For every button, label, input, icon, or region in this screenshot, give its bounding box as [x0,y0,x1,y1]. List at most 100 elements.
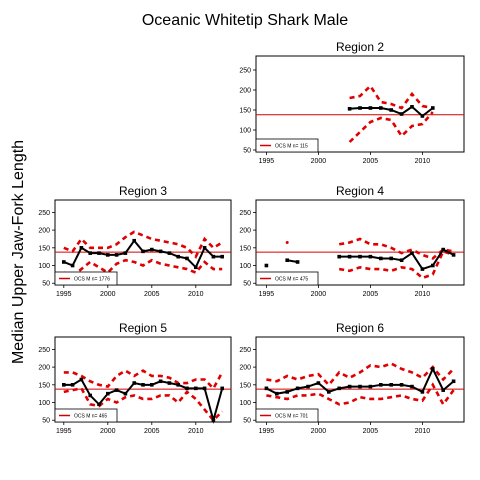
median-point [389,383,393,387]
x-tick-label: 2000 [100,428,116,435]
median-point [202,246,207,250]
median-point [185,386,189,391]
x-tick-label: 2000 [311,158,327,165]
median-point [88,393,92,398]
median-point [141,249,145,254]
x-tick-label: 2005 [144,428,160,435]
median-point [79,377,84,382]
median-point [379,106,383,110]
x-tick-label: 2005 [363,291,379,298]
legend-label: OCS M n= 1776 [74,277,110,283]
x-tick-label: 2010 [188,291,204,298]
ci-upper-line [63,230,223,259]
x-tick-label: 2005 [363,158,379,165]
median-point [327,390,331,394]
median-point [158,249,163,254]
median-point [420,267,425,271]
median-point [150,383,154,387]
legend-box [54,408,118,423]
x-tick-label: 1995 [56,291,72,298]
median-point [220,386,224,391]
median-point [399,258,404,263]
ci-lower-line [266,382,455,407]
median-point [220,254,224,259]
y-tick-label: 200 [38,228,50,235]
x-tick-label: 2010 [188,428,204,435]
median-point [285,390,289,394]
y-tick-label: 50 [42,281,50,288]
y-tick-label: 250 [239,347,251,354]
median-point [358,254,362,259]
median-point [70,263,75,268]
median-point [202,386,207,391]
figure-ylabel: Median Upper Jaw-Fork Length [10,140,27,364]
median-point [295,386,300,391]
median-point [451,253,456,257]
median-point [285,258,289,263]
panel-title: Region 5 [119,321,167,335]
median-point [389,108,393,112]
median-point [114,253,119,257]
legend-box [255,271,319,286]
y-tick-label: 100 [239,128,251,135]
median-point [97,402,101,407]
median-point [106,391,110,396]
median-point [264,386,269,391]
y-tick-label: 250 [38,210,50,217]
legend-box [255,408,319,423]
x-tick-label: 2000 [100,291,116,298]
x-tick-label: 2010 [415,291,431,298]
median-point [368,384,373,389]
median-point [379,383,383,387]
y-tick-label: 200 [239,228,251,235]
y-tick-label: 250 [239,68,251,75]
x-tick-label: 2000 [311,291,327,298]
median-point [379,256,383,261]
plot-frame [255,336,465,423]
median-point [431,367,435,371]
x-tick-label: 2000 [311,428,327,435]
y-tick-label: 100 [239,263,251,270]
median-point [337,386,341,391]
x-tick-label: 1995 [259,291,275,298]
legend-box [255,138,319,153]
y-tick-label: 250 [38,347,50,354]
y-tick-label: 50 [243,148,251,155]
ci-lower-line [63,386,224,423]
panel-2: Region 3 1995 2000 2005 2010 50 100 150 200 250 OC… [38,184,232,298]
median-point [123,251,128,255]
median-point [410,251,414,255]
panel-title: Region 2 [336,40,384,54]
y-tick-label: 200 [38,365,50,372]
plot-frame [255,199,465,286]
legend-label: OCS M n= 475 [275,277,308,283]
x-tick-label: 2005 [363,428,379,435]
y-tick-label: 50 [243,418,251,425]
y-tick-label: 150 [38,382,50,389]
x-tick-label: 1995 [56,428,72,435]
legend-label: OCS M n= 465 [74,414,107,420]
median-point [399,112,404,116]
y-tick-label: 200 [239,365,251,372]
y-tick-label: 150 [239,245,251,252]
median-point [158,379,163,384]
median-point [347,107,352,111]
median-point [150,247,154,252]
legend-box [54,271,118,286]
median-point [389,256,393,261]
median-point [132,381,136,385]
ci-upper-line [63,369,224,391]
median-point [62,260,66,264]
panel-4: Region 5 1995 2000 2005 2010 50 100 150 200 250 OC… [38,321,232,435]
legend-label: OCS M n= 115 [275,144,308,150]
median-point [106,253,110,257]
legend-label: OCS M n= 701 [275,414,308,420]
ci-lower-line [348,111,434,143]
median-point [306,384,310,389]
median-point [176,254,180,259]
median-point [420,390,425,394]
y-tick-label: 100 [38,400,50,407]
median-point [211,254,216,259]
median-point [275,391,279,396]
median-point [431,263,435,268]
